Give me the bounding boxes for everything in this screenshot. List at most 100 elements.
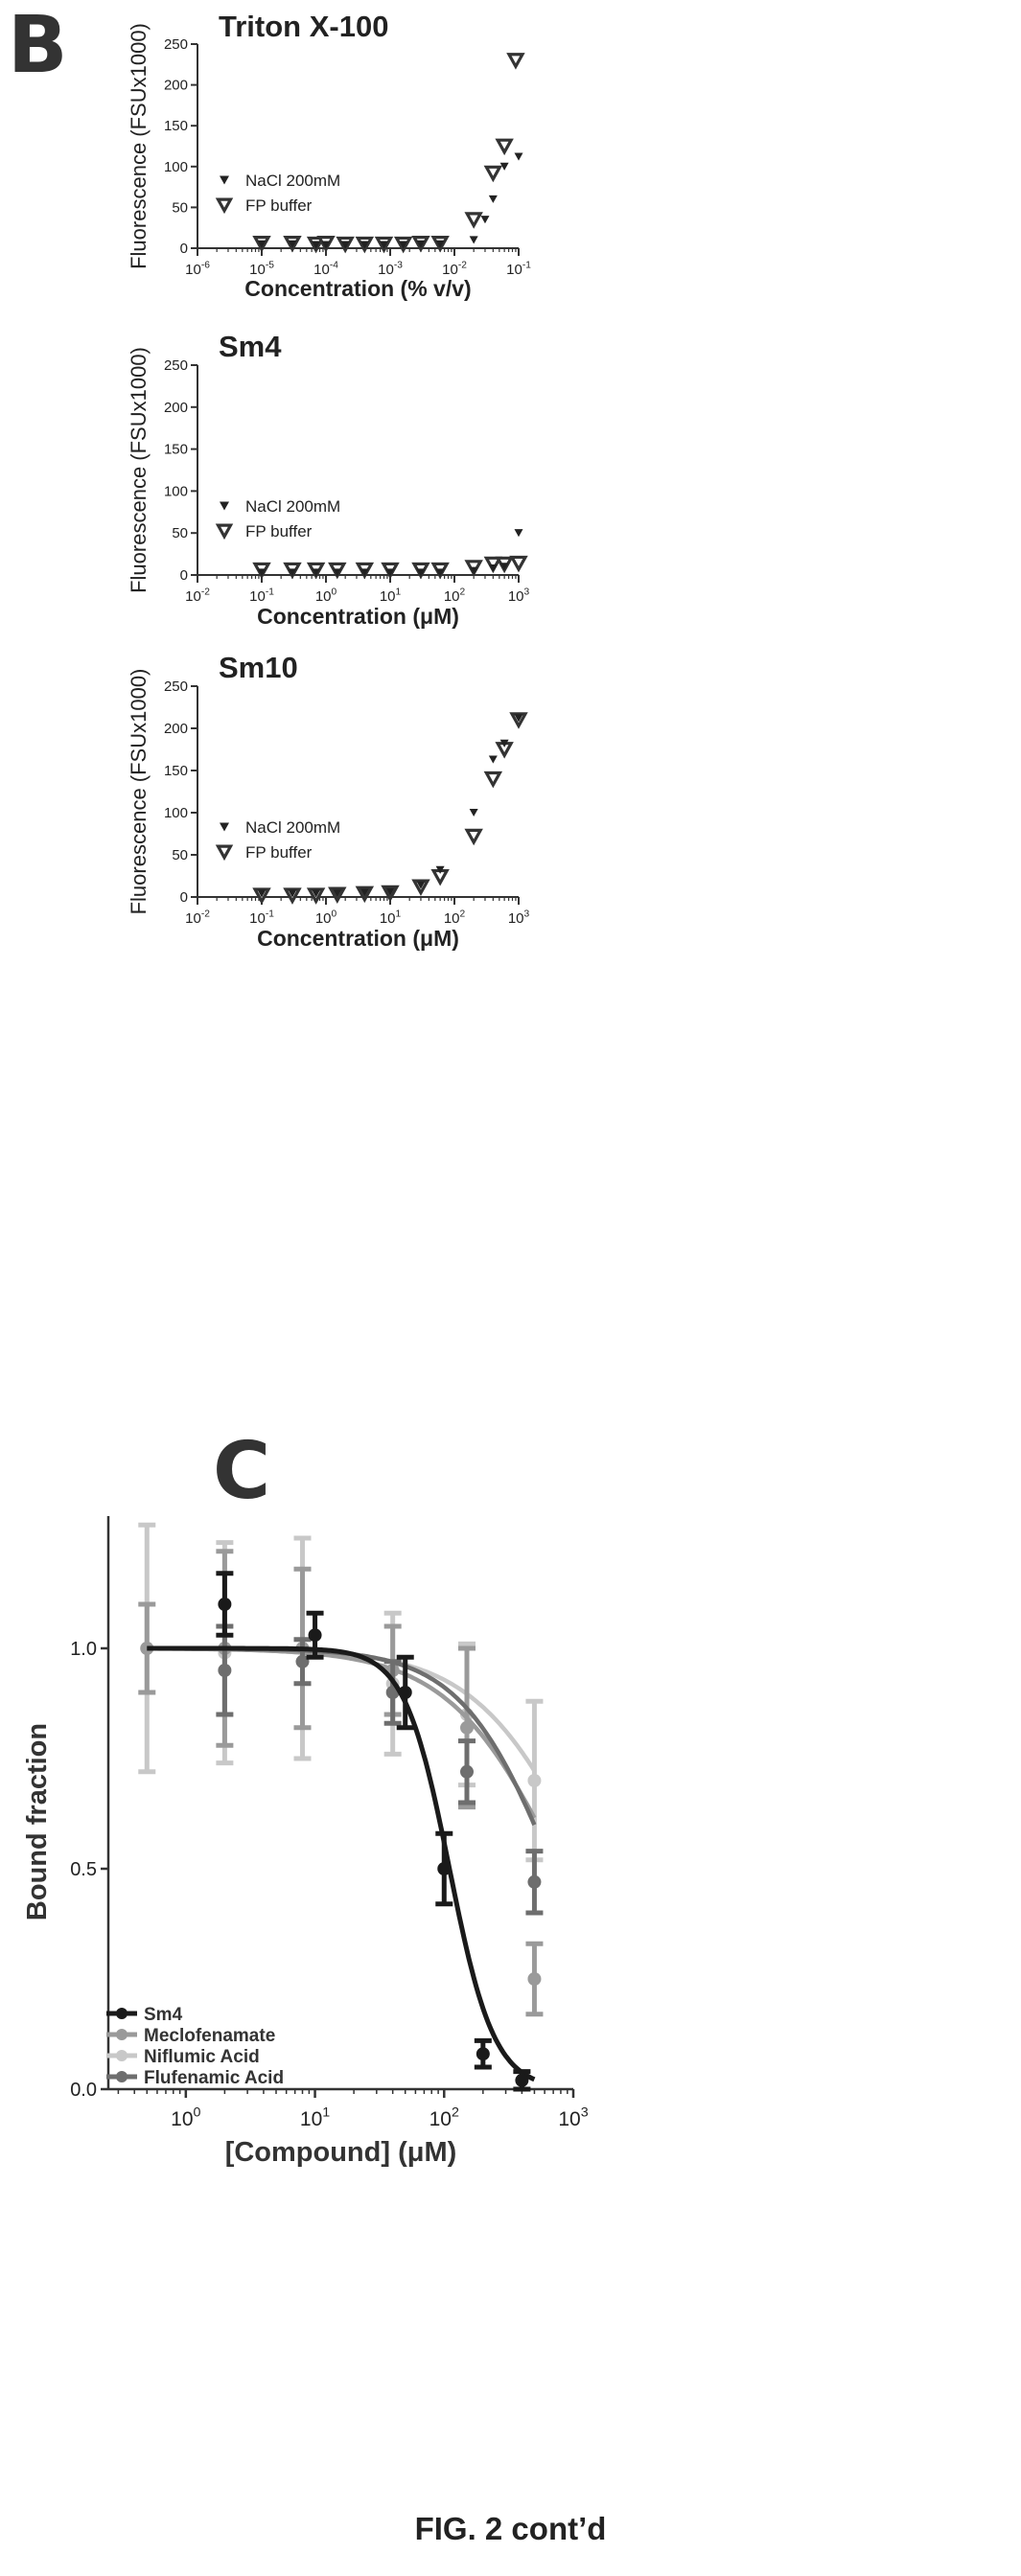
chart-title: Sm10 <box>219 651 298 684</box>
data-point-nacl <box>333 568 342 577</box>
data-point-nacl <box>499 739 509 748</box>
chart-title: Triton X-100 <box>219 10 388 43</box>
y-tick-label: 50 <box>172 847 188 863</box>
y-axis-label: Fluorescence (FSUx1000) <box>127 347 151 593</box>
chart-triton-x100: 0 50 100 150 200 250 10-6 10-5 10-4 10-3 10-2 10-1 T… <box>127 10 531 301</box>
data-point <box>140 1642 154 1655</box>
x-tick-label: 103 <box>508 586 530 605</box>
data-point-nacl <box>416 240 426 248</box>
y-tick-label: 1.0 <box>70 1639 97 1660</box>
x-tick-label: 101 <box>380 586 402 605</box>
data-point-nacl <box>514 152 523 161</box>
data-point-nacl <box>435 865 445 874</box>
data-point-nacl <box>469 566 478 575</box>
x-tick-label: 10-1 <box>249 586 274 605</box>
y-tick-label: 0 <box>180 567 188 584</box>
data-point-nacl <box>321 241 331 249</box>
x-axis-label: [Compound] (μM) <box>225 2137 457 2168</box>
y-axis-label: Bound fraction <box>22 1723 53 1920</box>
figure-caption: FIG. 2 cont’d <box>414 2511 607 2546</box>
panel-c-label: C <box>213 1426 271 1517</box>
data-point <box>460 1720 475 1735</box>
legend-marker-nacl <box>220 501 229 511</box>
x-tick-label: 10-2 <box>185 586 210 605</box>
data-point-nacl <box>469 808 478 817</box>
data-point-nacl <box>340 241 350 249</box>
legend-marker-nacl <box>220 175 229 185</box>
data-point-nacl <box>416 568 426 577</box>
x-axis-label: Concentration (μM) <box>257 926 459 951</box>
data-point-nacl <box>257 568 267 577</box>
data-point-fp-buffer <box>483 165 503 183</box>
data-point-nacl <box>312 568 321 577</box>
legend-label: Meclofenamate <box>144 2026 275 2046</box>
y-tick-label: 150 <box>164 763 188 779</box>
chart-sm10: 0 50 100 150 200 250 10-2 10-1 100 101 102 103 Sm10 C… <box>127 651 530 951</box>
fit-curve <box>147 1646 537 1819</box>
fit-curve <box>147 1645 537 1827</box>
y-axis-label: Fluorescence (FSUx1000) <box>127 669 151 915</box>
data-point-nacl <box>288 240 297 248</box>
data-point-fp-buffer <box>464 828 483 846</box>
data-point <box>437 1862 452 1875</box>
y-tick-label: 150 <box>164 118 188 134</box>
x-tick-label: 100 <box>315 586 337 605</box>
legend-label-nacl: NaCl 200mM <box>245 497 340 516</box>
y-tick-label: 0.0 <box>70 2080 97 2101</box>
data-point-nacl <box>360 241 369 249</box>
x-tick-label: 10-6 <box>185 260 210 278</box>
y-tick-label: 250 <box>164 357 188 374</box>
x-tick-label: 102 <box>444 908 466 927</box>
y-tick-label: 200 <box>164 721 188 737</box>
panel-b-label: B <box>8 0 68 91</box>
data-point-nacl <box>514 529 523 538</box>
data-point <box>527 1874 542 1889</box>
x-tick-label: 100 <box>171 2105 200 2130</box>
legend-marker <box>116 2071 128 2082</box>
legend-marker <box>116 2029 128 2040</box>
x-tick-label: 100 <box>315 908 337 927</box>
legend-marker-nacl <box>220 822 229 832</box>
legend-marker-fp <box>215 197 234 215</box>
x-tick-label: 102 <box>444 586 466 605</box>
legend-label: Sm4 <box>144 2005 183 2025</box>
data-point-nacl <box>257 889 267 898</box>
data-point-nacl <box>514 714 523 723</box>
fit-curve <box>147 1645 537 1772</box>
data-point <box>527 1972 542 1986</box>
data-point-nacl <box>499 563 509 571</box>
data-point-nacl <box>360 568 369 577</box>
legend-label-fp: FP buffer <box>245 196 313 215</box>
legend-marker-fp <box>215 523 234 540</box>
data-point-nacl <box>435 568 445 577</box>
x-tick-label: 101 <box>300 2105 330 2130</box>
y-tick-label: 200 <box>164 400 188 416</box>
legend-label-fp: FP buffer <box>245 843 313 862</box>
chart-title: Sm4 <box>219 330 282 363</box>
x-tick-label: 103 <box>558 2105 588 2130</box>
data-point <box>515 2073 529 2087</box>
data-point-fp-buffer <box>483 556 503 574</box>
y-tick-label: 250 <box>164 678 188 695</box>
legend-label: Niflumic Acid <box>144 2047 260 2067</box>
data-point-nacl <box>469 236 478 244</box>
data-point <box>527 1774 542 1787</box>
x-tick-label: 102 <box>429 2105 459 2130</box>
x-tick-label: 10-3 <box>378 260 403 278</box>
x-tick-label: 10-2 <box>185 908 210 927</box>
x-tick-label: 101 <box>380 908 402 927</box>
y-tick-label: 100 <box>164 805 188 821</box>
y-tick-label: 0 <box>180 889 188 906</box>
x-axis-label: Concentration (% v/v) <box>244 276 471 301</box>
y-tick-label: 100 <box>164 159 188 175</box>
chart-bound-fraction: 0.0 0.5 1.0 100 101 102 103 [Compound] (μM) Boun… <box>22 1516 589 2168</box>
data-point-nacl <box>312 889 321 898</box>
data-point <box>218 1598 232 1611</box>
y-tick-label: 250 <box>164 36 188 53</box>
data-point-nacl <box>488 564 498 573</box>
y-axis-label: Fluorescence (FSUx1000) <box>127 23 151 269</box>
x-axis-label: Concentration (μM) <box>257 604 459 629</box>
legend-label-nacl: NaCl 200mM <box>245 818 340 837</box>
legend-marker <box>116 2008 128 2019</box>
data-point-fp-buffer <box>495 138 514 156</box>
